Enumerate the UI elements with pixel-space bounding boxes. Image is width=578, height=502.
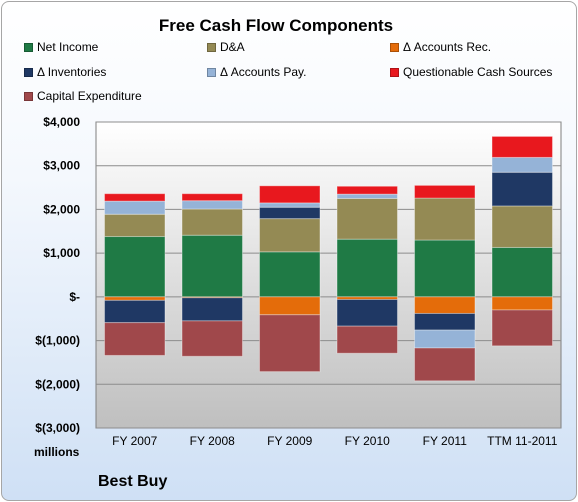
bar-segment [259, 251, 321, 298]
bar-segment [336, 325, 398, 354]
x-tick-label: FY 2010 [345, 434, 390, 448]
legend-label: Net Income [37, 40, 99, 54]
bar-segment [181, 297, 243, 322]
bar-segment [104, 213, 166, 238]
y-tick-label: $- [69, 290, 80, 304]
bar-segment [181, 208, 243, 236]
bar-segment [336, 298, 398, 327]
bar-segment [491, 309, 553, 347]
y-tick-label: $1,000 [43, 246, 80, 260]
bar-segment [104, 193, 166, 202]
legend-swatch [207, 42, 216, 52]
bar-segment [181, 320, 243, 357]
chart-title: Free Cash Flow Components [158, 16, 394, 35]
bar-segment [104, 200, 166, 215]
legend-label: Δ Accounts Rec. [403, 40, 492, 54]
x-tick-label: TTM 11-2011 [487, 434, 558, 448]
bar-segment [181, 200, 243, 210]
plot-background [95, 121, 562, 429]
legend-swatch [390, 67, 399, 77]
bar-segment [104, 299, 166, 324]
bar-segment [414, 239, 476, 298]
bar-segment [414, 329, 476, 349]
bar-segment [414, 197, 476, 241]
bar-segment [336, 198, 398, 240]
x-tick-label: FY 2008 [190, 434, 235, 448]
legend-da: D&A [207, 40, 245, 54]
bar-segment [491, 246, 553, 298]
bar-segment [491, 156, 553, 173]
y-tick-label: $(3,000) [35, 421, 80, 435]
legend-accounts-pay: Δ Accounts Pay. [207, 65, 307, 79]
y-tick-label: $4,000 [43, 115, 80, 129]
legend-label: Capital Expenditure [37, 89, 142, 103]
legend-swatch [24, 91, 33, 101]
bar-segment [104, 296, 166, 301]
bar-segment [491, 135, 553, 158]
bar-segment [491, 205, 553, 248]
legend-inventories: Δ Inventories [24, 65, 106, 79]
bar-segment [259, 218, 321, 253]
y-unit-label: millions [34, 445, 80, 459]
bar-segment [181, 234, 243, 298]
bar-segment [414, 296, 476, 314]
legend-label: Δ Inventories [37, 65, 107, 79]
y-tick-label: $2,000 [43, 202, 80, 216]
bar-segment [104, 236, 166, 298]
bar-segment [104, 322, 166, 356]
bar-segment [491, 171, 553, 207]
y-tick-label: $(2,000) [35, 377, 80, 391]
bar-segment [414, 184, 476, 199]
bar-segment [259, 296, 321, 316]
x-tick-label: FY 2009 [267, 434, 312, 448]
bar-segment [259, 185, 321, 204]
x-tick-label: FY 2011 [423, 434, 468, 448]
legend-swatch [207, 67, 216, 77]
bar-segment [259, 202, 321, 208]
bar-segment [336, 185, 398, 195]
bar-segment [414, 347, 476, 382]
bar-segment [259, 314, 321, 373]
legend-swatch [390, 42, 399, 52]
legend-questionable-cash: Questionable Cash Sources [390, 65, 552, 79]
legend-label: Δ Accounts Pay. [220, 65, 307, 79]
bar-segment [181, 193, 243, 202]
legend-label: Questionable Cash Sources [403, 65, 553, 79]
legend-net-income: Net Income [24, 40, 98, 54]
bar-segment [336, 193, 398, 199]
y-tick-label: $(1,000) [35, 334, 80, 348]
x-tick-label: FY 2007 [112, 434, 157, 448]
bar-segment [491, 296, 553, 311]
legend-swatch [24, 42, 33, 52]
bar-segment [414, 312, 476, 331]
legend-accounts-rec: Δ Accounts Rec. [390, 40, 491, 54]
company-name: Best Buy [98, 473, 168, 490]
legend-label: D&A [220, 40, 245, 54]
legend-capex: Capital Expenditure [24, 89, 142, 103]
y-tick-label: $3,000 [43, 159, 80, 173]
bar-segment [259, 206, 321, 220]
legend-swatch [24, 67, 33, 77]
bar-segment [336, 238, 398, 298]
